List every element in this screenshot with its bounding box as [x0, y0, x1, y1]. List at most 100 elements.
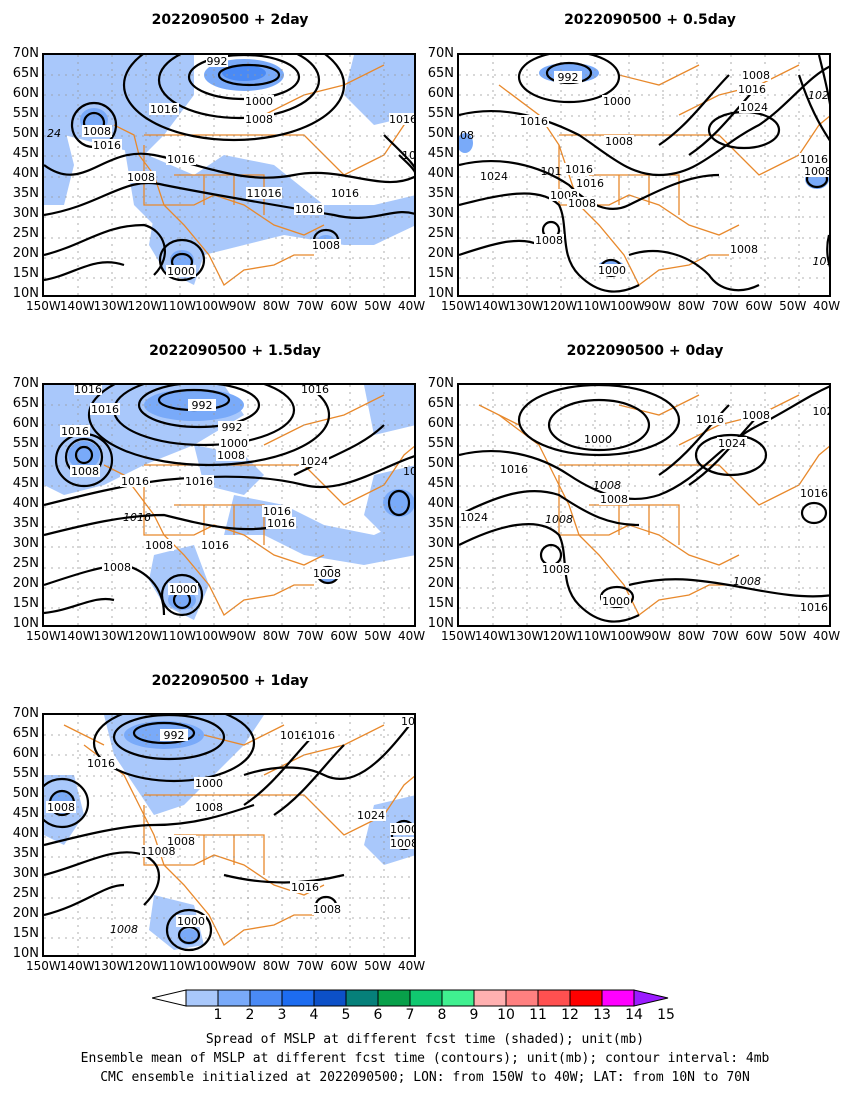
- contour-label: 1008: [110, 923, 138, 936]
- lat-tick-label: 50N: [12, 126, 39, 141]
- lon-tick-label: 80W: [262, 299, 290, 313]
- lon-tick-label: 70W: [296, 629, 324, 643]
- lon-tick-label: 40W: [398, 629, 426, 643]
- contour-label: 1008: [733, 575, 761, 588]
- colorbar-segment: [249, 989, 283, 1007]
- lat-tick-label: 50N: [427, 456, 454, 471]
- map-svg-0.5day: 992 1000 1008 1016 1024 1016 1008 1016 1…: [459, 55, 832, 295]
- contour-label: 101: [813, 255, 832, 268]
- contour-label: 1016: [800, 153, 828, 166]
- lat-tick-label: 40N: [12, 826, 39, 841]
- lon-tick-label: 140W: [59, 959, 95, 973]
- lat-tick-label: 20N: [427, 576, 454, 591]
- lon-tick-label: 60W: [330, 629, 358, 643]
- contour-label: 1016: [307, 729, 335, 742]
- lat-tick-label: 35N: [12, 846, 39, 861]
- contour-label: 1000: [584, 433, 612, 446]
- contour-label: 1016: [800, 487, 828, 500]
- colorbar-segment: [185, 989, 219, 1007]
- lon-tick-label: 70W: [711, 629, 739, 643]
- contour-label: 1016: [576, 177, 604, 190]
- lat-tick-label: 35N: [427, 186, 454, 201]
- map-svg-0day: 1000 1016 1024 1008 1008 1016 1024 1008 …: [459, 385, 832, 625]
- map-panel-1.5day: 1016 1016 992 992 1000 1008 1016 1008 10…: [42, 383, 416, 627]
- lon-tick-label: 90W: [228, 629, 257, 643]
- lon-tick-label: 50W: [364, 299, 392, 313]
- lat-tick-label: 10N: [12, 616, 39, 631]
- lat-tick-label: 20N: [12, 906, 39, 921]
- lat-tick-label: 35N: [12, 186, 39, 201]
- contour-label: 1008: [742, 69, 770, 82]
- contour-label: 1016: [389, 113, 416, 126]
- contour-label: 101: [541, 165, 562, 178]
- contour-label: 1000: [177, 915, 205, 928]
- lat-tick-label: 60N: [12, 86, 39, 101]
- panel-title-0day: 2022090500 + 0day: [566, 343, 724, 359]
- colorbar-segment: [281, 989, 315, 1007]
- contour-label: 1000: [598, 264, 626, 277]
- lon-tick-label: 130W: [93, 629, 129, 643]
- contour-label: 1016: [500, 463, 528, 476]
- contour-label: 11016: [247, 187, 282, 200]
- contour-label: 1008: [103, 561, 131, 574]
- lat-tick-label: 45N: [12, 806, 39, 821]
- map-panel-2day: 992 1000 1008 1016 1008 1016 1016 1008 1…: [42, 53, 416, 297]
- lon-tick-label: 50W: [364, 959, 392, 973]
- contour-label: 1000: [390, 823, 416, 836]
- colorbar-tick-label: 3: [277, 1007, 287, 1023]
- contour-label: 1016: [121, 475, 149, 488]
- map-panel-0day: 1000 1016 1024 1008 1008 1016 1024 1008 …: [457, 383, 831, 627]
- caption-line-1: Spread of MSLP at different fcst time (s…: [205, 1032, 645, 1047]
- lon-tick-label: 110W: [576, 629, 612, 643]
- contour-label: 1024: [300, 455, 328, 468]
- lon-tick-label: 130W: [93, 959, 129, 973]
- contour-label: 1016: [61, 425, 89, 438]
- colorbar-segment: [537, 989, 571, 1007]
- contour-label: 1000: [602, 595, 630, 608]
- lat-tick-label: 70N: [12, 706, 39, 721]
- lon-tick-label: 60W: [330, 959, 358, 973]
- lon-tick-label: 140W: [59, 629, 95, 643]
- colorbar-tick-label: 2: [245, 1007, 255, 1023]
- lat-tick-label: 20N: [12, 246, 39, 261]
- map-panel-1day: 992 1016 1000 1008 1016 1008 1008 11008 …: [42, 713, 416, 957]
- colorbar-tick-label: 5: [341, 1007, 351, 1023]
- colorbar-segment: [217, 989, 251, 1007]
- colorbar-tick-label: 10: [497, 1007, 515, 1023]
- lat-tick-label: 10N: [12, 946, 39, 961]
- contour-label: 992: [164, 729, 185, 742]
- lat-tick-label: 20N: [12, 576, 39, 591]
- lon-tick-label: 150W: [441, 629, 476, 643]
- caption-line-2: Ensemble mean of MSLP at different fcst …: [80, 1051, 770, 1066]
- lon-tick-label: 90W: [643, 299, 672, 313]
- contour-label: 1008: [217, 449, 245, 462]
- lat-tick-label: 45N: [427, 146, 454, 161]
- contour-label: 992: [207, 55, 228, 68]
- lat-tick-label: 10N: [427, 286, 454, 301]
- contour-label: 102: [813, 405, 832, 418]
- lon-tick-label: 100W: [610, 629, 645, 643]
- contour-label: 1016: [696, 413, 724, 426]
- lon-tick-label: 80W: [262, 629, 290, 643]
- lon-tick-label: 60W: [745, 299, 773, 313]
- colorbar: [151, 989, 698, 1013]
- lat-tick-label: 15N: [12, 926, 39, 941]
- lat-tick-label: 45N: [12, 476, 39, 491]
- lat-tick-label: 25N: [427, 556, 454, 571]
- contour-label: 1016: [280, 729, 308, 742]
- contour-label: 1024: [808, 89, 831, 102]
- colorbar-segment: [601, 989, 635, 1007]
- lon-tick-label: 40W: [398, 299, 426, 313]
- contour-label: 992: [558, 71, 579, 84]
- lat-tick-label: 60N: [427, 416, 454, 431]
- contour-label: 1008: [83, 125, 111, 138]
- lat-tick-label: 65N: [427, 66, 454, 81]
- colorbar-segment: [569, 989, 603, 1007]
- lon-tick-label: 110W: [161, 629, 197, 643]
- contour-label: 1008: [313, 567, 341, 580]
- lat-tick-label: 35N: [12, 516, 39, 531]
- lat-tick-label: 70N: [427, 46, 454, 61]
- lon-tick-label: 50W: [364, 629, 392, 643]
- contour-label: 1008: [742, 409, 770, 422]
- contour-label: 1008: [600, 493, 628, 506]
